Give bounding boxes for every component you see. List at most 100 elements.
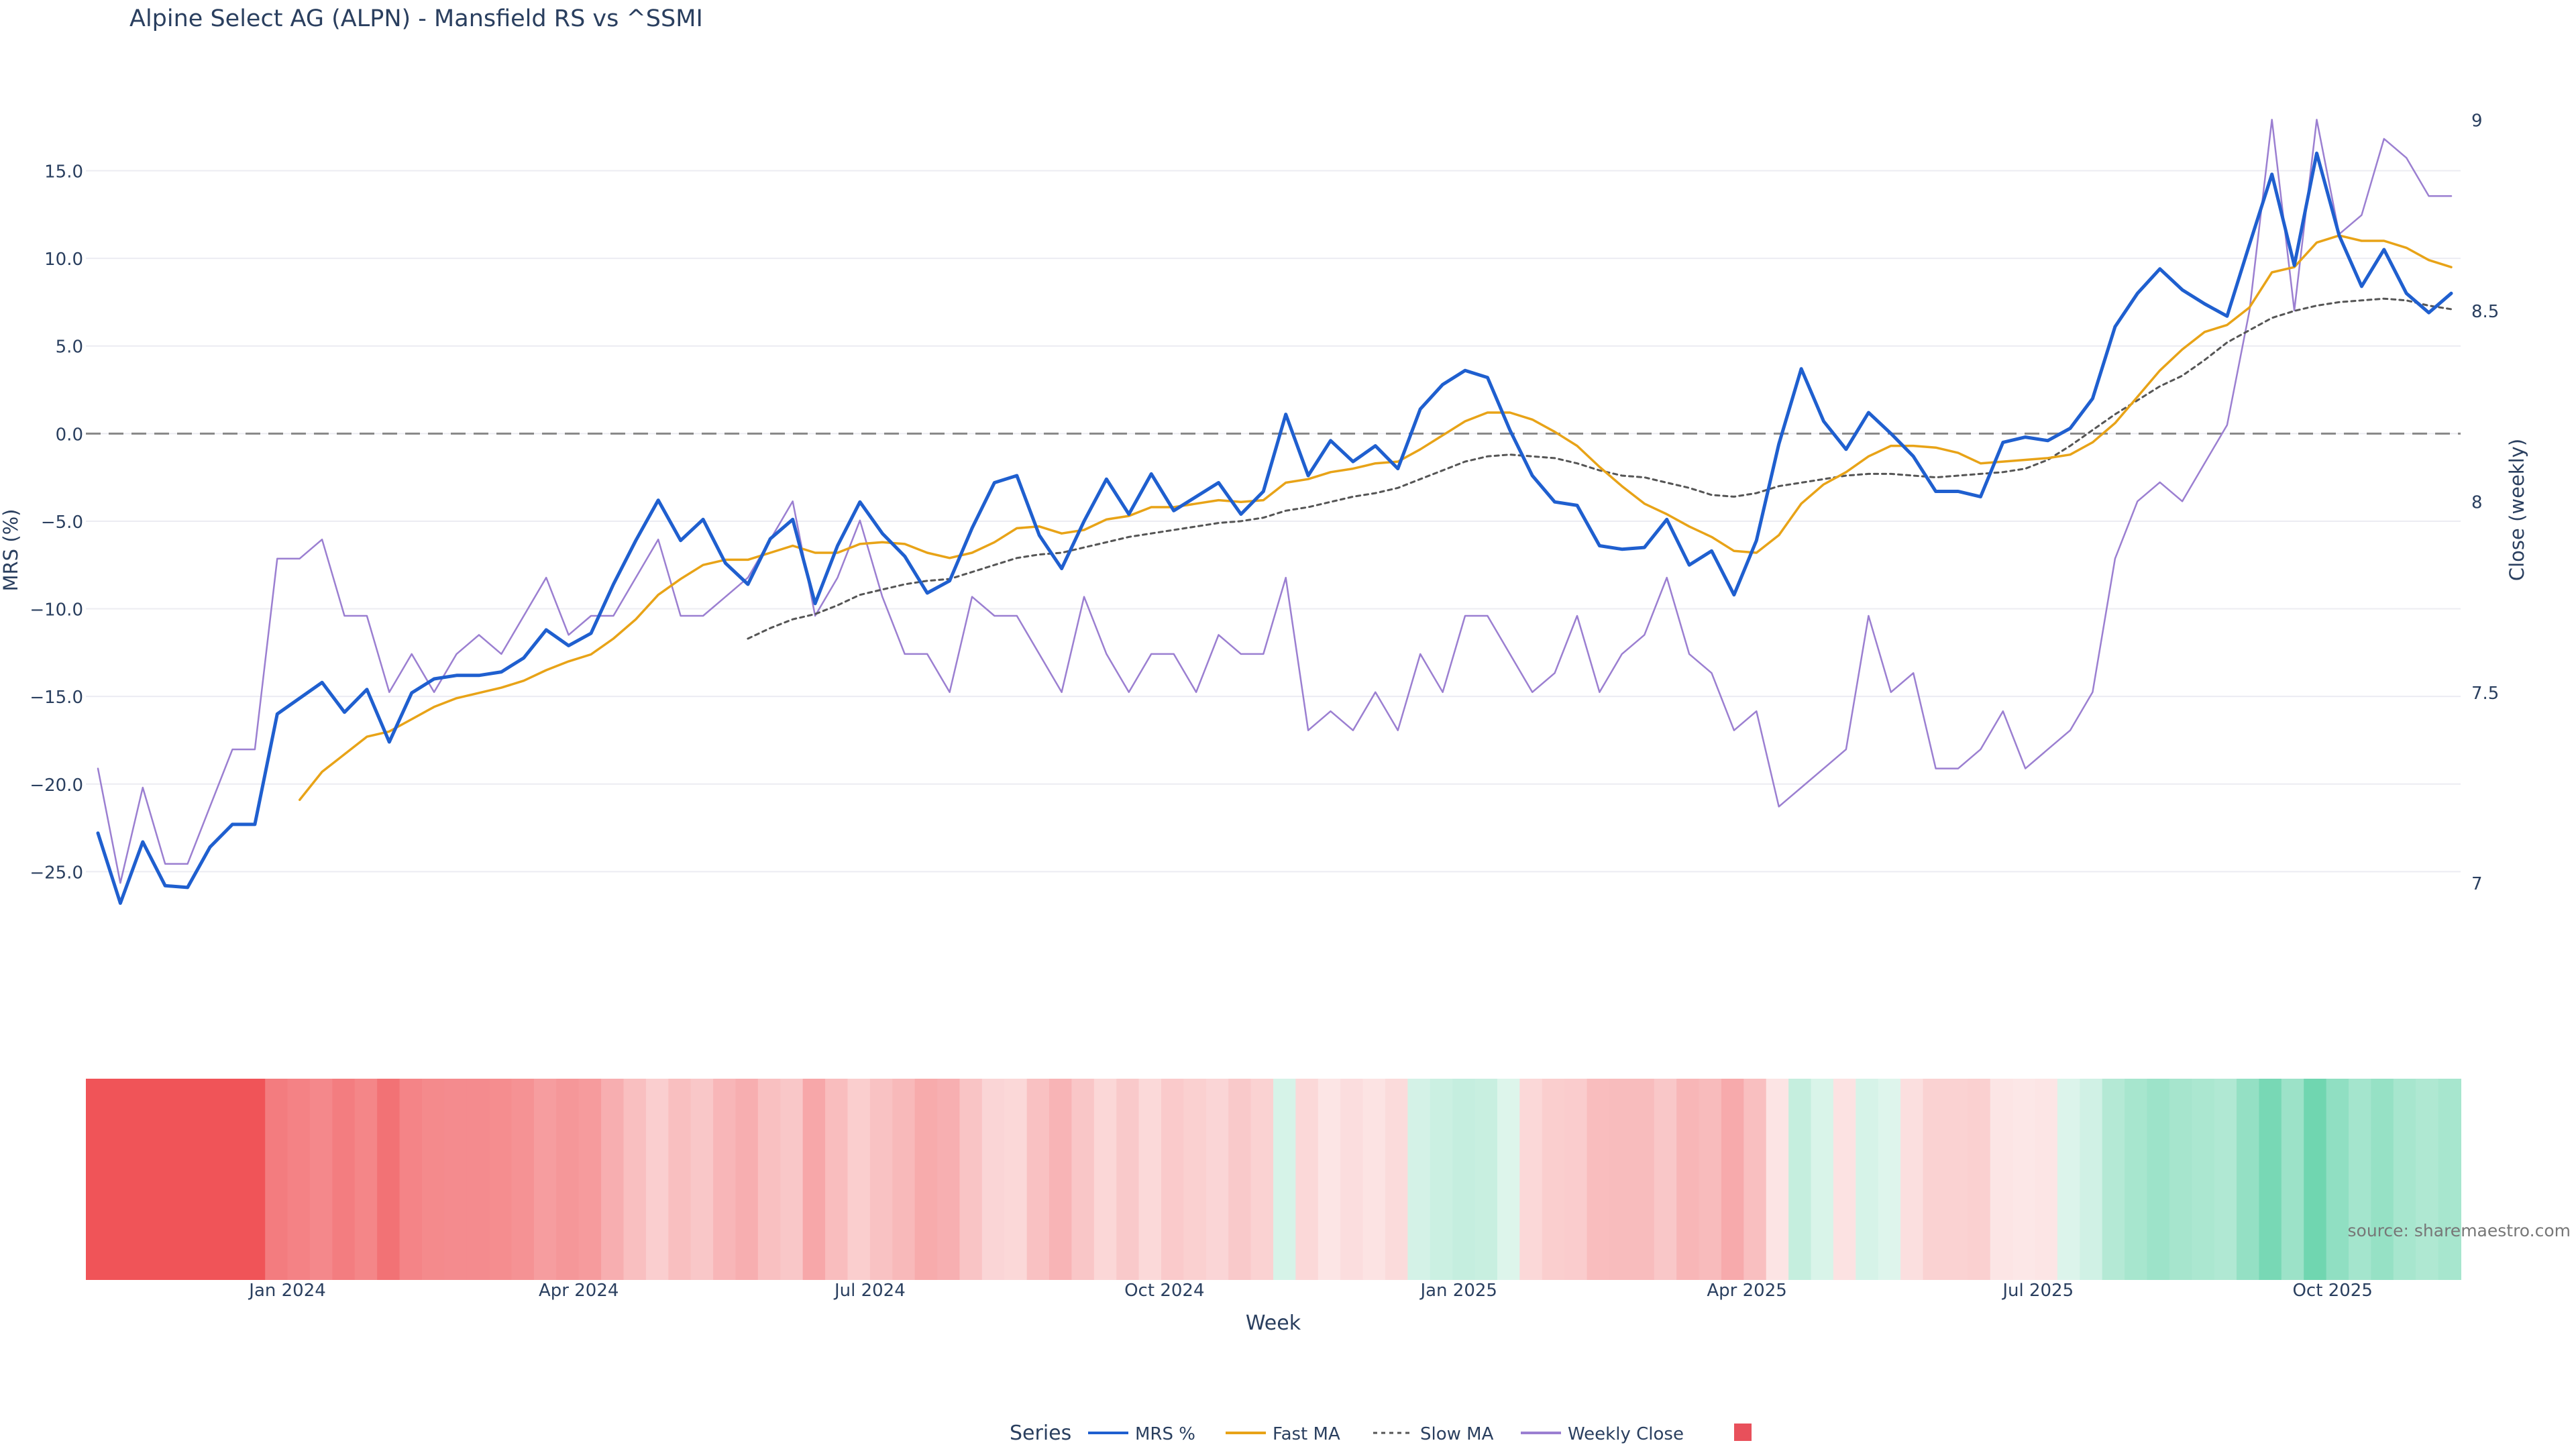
y-right-tick-label: 7.5 bbox=[2471, 684, 2499, 704]
grid-layer bbox=[86, 170, 2461, 873]
heatmap-cell bbox=[2214, 1079, 2238, 1280]
heatmap-cell bbox=[1833, 1079, 1857, 1280]
heatmap-cell bbox=[1362, 1079, 1386, 1280]
heatmap-cell bbox=[1228, 1079, 1252, 1280]
y-left-tick-label: 0.0 bbox=[56, 425, 83, 445]
heatmap-cell bbox=[2102, 1079, 2126, 1280]
y-left-tick-label: 10.0 bbox=[44, 250, 83, 270]
legend: Series MRS % Fast MA Slow MA Weekly Close bbox=[1010, 1421, 1752, 1445]
heatmap-cell bbox=[2080, 1079, 2103, 1280]
heatmap-cell bbox=[466, 1079, 490, 1280]
heatmap-cell bbox=[2304, 1079, 2327, 1280]
heatmap-cell bbox=[1205, 1079, 1230, 1280]
legend-label: Slow MA bbox=[1420, 1424, 1494, 1444]
heatmap-cell bbox=[197, 1079, 221, 1280]
heatmap-cell bbox=[1609, 1079, 1633, 1280]
heatmap-cell bbox=[2281, 1079, 2305, 1280]
x-tick-label: Apr 2025 bbox=[1707, 1281, 1786, 1301]
source-note: source: sharemaestro.com bbox=[2347, 1221, 2571, 1240]
heatmap-cell bbox=[1497, 1079, 1521, 1280]
series-line-slow-ma bbox=[747, 297, 2453, 640]
y-left-tick-label: −10.0 bbox=[30, 600, 83, 621]
heatmap-cell bbox=[735, 1079, 759, 1280]
y-left-tick-label: −5.0 bbox=[41, 513, 83, 533]
y-left-axis-title: MRS (%) bbox=[0, 509, 22, 592]
y-right-axis-title: Close (weekly) bbox=[2506, 439, 2528, 581]
heatmap-cell bbox=[1071, 1079, 1095, 1280]
heatmap-cell bbox=[802, 1079, 826, 1280]
y-left-tick-label: −20.0 bbox=[30, 775, 83, 796]
heatmap-cell bbox=[892, 1079, 916, 1280]
y-right-tick-label: 9 bbox=[2471, 111, 2483, 131]
heatmap-cell bbox=[1519, 1079, 1543, 1280]
heatmap-cell bbox=[1161, 1079, 1185, 1280]
heatmap-cell bbox=[2259, 1079, 2282, 1280]
x-axis-title: Week bbox=[1246, 1311, 1301, 1335]
heatmap-cell bbox=[2035, 1079, 2058, 1280]
series-line-fast-ma bbox=[298, 234, 2453, 802]
heatmap-cell bbox=[2349, 1079, 2372, 1280]
legend-label: Fast MA bbox=[1273, 1424, 1340, 1444]
legend-swatch-heatmap bbox=[1734, 1424, 1752, 1441]
heatmap-cell bbox=[1856, 1079, 1879, 1280]
heatmap-cell bbox=[1788, 1079, 1812, 1280]
heatmap-cell bbox=[825, 1079, 849, 1280]
x-tick-label: Oct 2024 bbox=[1124, 1281, 1204, 1301]
series-layer bbox=[96, 119, 2453, 905]
y-left-tick-label: 15.0 bbox=[44, 162, 83, 182]
heatmap-cell bbox=[175, 1079, 199, 1280]
heatmap-cell bbox=[153, 1079, 176, 1280]
heatmap-cell bbox=[1676, 1079, 1700, 1280]
heatmap-cell bbox=[1699, 1079, 1722, 1280]
heatmap-cell bbox=[1340, 1079, 1364, 1280]
heatmap-cell bbox=[2371, 1079, 2394, 1280]
series-line-mrs- bbox=[96, 151, 2453, 905]
heatmap-cell bbox=[1990, 1079, 2014, 1280]
heatmap-cell bbox=[1474, 1079, 1498, 1280]
heatmap-cell bbox=[511, 1079, 535, 1280]
heatmap-cell bbox=[1295, 1079, 1319, 1280]
heatmap-cell bbox=[1587, 1079, 1610, 1280]
heatmap-cell bbox=[2012, 1079, 2036, 1280]
heatmap-cell bbox=[1743, 1079, 1767, 1280]
heatmap-cell bbox=[869, 1079, 894, 1280]
heatmap-cell bbox=[1318, 1079, 1342, 1280]
heatmap-cell bbox=[220, 1079, 244, 1280]
heatmap-cell bbox=[1116, 1079, 1140, 1280]
y-left-tick-label: −15.0 bbox=[30, 688, 83, 708]
x-tick-label: Jan 2025 bbox=[1419, 1281, 1497, 1301]
heatmap-cell bbox=[1766, 1079, 1790, 1280]
heatmap-cell bbox=[981, 1079, 1006, 1280]
heatmap-cell bbox=[757, 1079, 782, 1280]
heatmap-cell bbox=[556, 1079, 580, 1280]
legend-label: Weekly Close bbox=[1568, 1424, 1684, 1444]
x-tick-label: Jul 2024 bbox=[833, 1281, 906, 1301]
heatmap-cell bbox=[2192, 1079, 2215, 1280]
heatmap-cell bbox=[1811, 1079, 1834, 1280]
x-tick-label: Jul 2025 bbox=[2001, 1281, 2074, 1301]
heatmap-cell bbox=[578, 1079, 602, 1280]
heatmap-cell bbox=[2125, 1079, 2148, 1280]
heatmap-cell bbox=[780, 1079, 804, 1280]
heatmap-cell bbox=[444, 1079, 468, 1280]
heatmap-cell bbox=[1407, 1079, 1431, 1280]
x-tick-label: Apr 2024 bbox=[539, 1281, 619, 1301]
y-right-tick-label: 8 bbox=[2471, 492, 2483, 513]
heatmap-cell bbox=[1430, 1079, 1454, 1280]
series-line-weekly-close bbox=[97, 119, 2453, 884]
heatmap-cell bbox=[130, 1079, 154, 1280]
heatmap-cell bbox=[309, 1079, 333, 1280]
heatmap-cell bbox=[2169, 1079, 2193, 1280]
heatmap-cell bbox=[713, 1079, 737, 1280]
heatmap-cell bbox=[1049, 1079, 1073, 1280]
heatmap-cell bbox=[86, 1079, 109, 1280]
heatmap-cell bbox=[2237, 1079, 2260, 1280]
heatmap-cell bbox=[623, 1079, 647, 1280]
heatmap-cell bbox=[242, 1079, 266, 1280]
heatmap-cell bbox=[399, 1079, 423, 1280]
heatmap-strip bbox=[86, 1079, 2461, 1280]
legend-title: Series bbox=[1010, 1421, 1071, 1445]
axes-layer: 15.0 10.0 5.0 0.0 −5.0 −10.0 −15.0 −20.0 −25.0 7 7… bbox=[0, 111, 2528, 1335]
heatmap-cell bbox=[1183, 1079, 1207, 1280]
